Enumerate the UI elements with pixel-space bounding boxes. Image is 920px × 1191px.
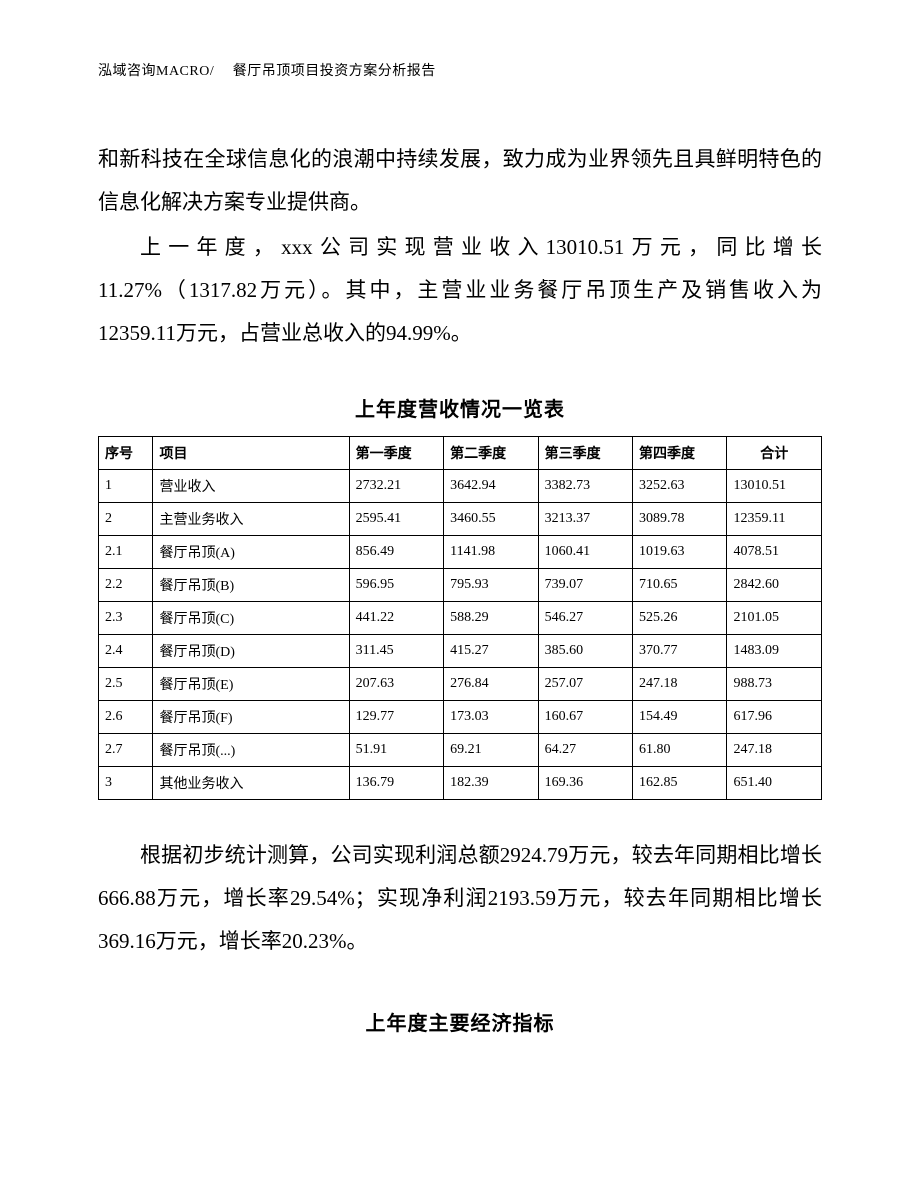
cell: 596.95	[349, 569, 443, 602]
col-total: 合计	[727, 437, 822, 470]
cell: 160.67	[538, 701, 632, 734]
page: 泓域咨询MACRO/ 餐厅吊顶项目投资方案分析报告 和新科技在全球信息化的浪潮中…	[0, 0, 920, 1096]
cell: 182.39	[444, 767, 538, 800]
cell: 385.60	[538, 635, 632, 668]
table-header-row: 序号 项目 第一季度 第二季度 第三季度 第四季度 合计	[99, 437, 822, 470]
cell: 415.27	[444, 635, 538, 668]
cell: 2.6	[99, 701, 153, 734]
cell: 64.27	[538, 734, 632, 767]
cell: 12359.11	[727, 503, 822, 536]
revenue-table-body: 1营业收入2732.213642.943382.733252.6313010.5…	[99, 470, 822, 800]
cell: 3642.94	[444, 470, 538, 503]
col-q1: 第一季度	[349, 437, 443, 470]
cell: 营业收入	[153, 470, 349, 503]
cell: 651.40	[727, 767, 822, 800]
table-row: 1营业收入2732.213642.943382.733252.6313010.5…	[99, 470, 822, 503]
cell: 546.27	[538, 602, 632, 635]
section-title-indicators: 上年度主要经济指标	[98, 1007, 822, 1036]
table-title-revenue: 上年度营收情况一览表	[98, 393, 822, 422]
cell: 69.21	[444, 734, 538, 767]
cell: 988.73	[727, 668, 822, 701]
cell: 2.7	[99, 734, 153, 767]
cell: 2.5	[99, 668, 153, 701]
cell: 51.91	[349, 734, 443, 767]
table-row: 2.2餐厅吊顶(B)596.95795.93739.07710.652842.6…	[99, 569, 822, 602]
cell: 588.29	[444, 602, 538, 635]
cell: 2101.05	[727, 602, 822, 635]
paragraph-1: 和新科技在全球信息化的浪潮中持续发展，致力成为业界领先且具鲜明特色的信息化解决方…	[98, 138, 822, 224]
cell: 311.45	[349, 635, 443, 668]
cell: 餐厅吊顶(...)	[153, 734, 349, 767]
cell: 1483.09	[727, 635, 822, 668]
cell: 13010.51	[727, 470, 822, 503]
cell: 370.77	[633, 635, 727, 668]
cell: 136.79	[349, 767, 443, 800]
cell: 3382.73	[538, 470, 632, 503]
cell: 2	[99, 503, 153, 536]
revenue-table: 序号 项目 第一季度 第二季度 第三季度 第四季度 合计 1营业收入2732.2…	[98, 436, 822, 800]
cell: 3089.78	[633, 503, 727, 536]
cell: 3252.63	[633, 470, 727, 503]
table-row: 3其他业务收入136.79182.39169.36162.85651.40	[99, 767, 822, 800]
col-seq: 序号	[99, 437, 153, 470]
cell: 257.07	[538, 668, 632, 701]
cell: 2842.60	[727, 569, 822, 602]
col-q3: 第三季度	[538, 437, 632, 470]
cell: 2.3	[99, 602, 153, 635]
cell: 617.96	[727, 701, 822, 734]
cell: 129.77	[349, 701, 443, 734]
table-row: 2.5餐厅吊顶(E)207.63276.84257.07247.18988.73	[99, 668, 822, 701]
cell: 餐厅吊顶(F)	[153, 701, 349, 734]
cell: 2595.41	[349, 503, 443, 536]
cell: 2732.21	[349, 470, 443, 503]
cell: 856.49	[349, 536, 443, 569]
cell: 餐厅吊顶(E)	[153, 668, 349, 701]
table-row: 2.1餐厅吊顶(A)856.491141.981060.411019.63407…	[99, 536, 822, 569]
cell: 154.49	[633, 701, 727, 734]
cell: 1060.41	[538, 536, 632, 569]
cell: 2.4	[99, 635, 153, 668]
col-item: 项目	[153, 437, 349, 470]
cell: 276.84	[444, 668, 538, 701]
paragraph-3: 根据初步统计测算，公司实现利润总额2924.79万元，较去年同期相比增长666.…	[98, 834, 822, 963]
cell: 1141.98	[444, 536, 538, 569]
cell: 3460.55	[444, 503, 538, 536]
cell: 1	[99, 470, 153, 503]
cell: 2.1	[99, 536, 153, 569]
cell: 主营业务收入	[153, 503, 349, 536]
cell: 其他业务收入	[153, 767, 349, 800]
cell: 795.93	[444, 569, 538, 602]
table-row: 2主营业务收入2595.413460.553213.373089.7812359…	[99, 503, 822, 536]
cell: 441.22	[349, 602, 443, 635]
cell: 169.36	[538, 767, 632, 800]
cell: 餐厅吊顶(D)	[153, 635, 349, 668]
cell: 247.18	[727, 734, 822, 767]
cell: 162.85	[633, 767, 727, 800]
cell: 1019.63	[633, 536, 727, 569]
cell: 710.65	[633, 569, 727, 602]
cell: 61.80	[633, 734, 727, 767]
table-row: 2.4餐厅吊顶(D)311.45415.27385.60370.771483.0…	[99, 635, 822, 668]
cell: 173.03	[444, 701, 538, 734]
table-row: 2.6餐厅吊顶(F)129.77173.03160.67154.49617.96	[99, 701, 822, 734]
cell: 3213.37	[538, 503, 632, 536]
cell: 4078.51	[727, 536, 822, 569]
cell: 525.26	[633, 602, 727, 635]
cell: 207.63	[349, 668, 443, 701]
table-row: 2.7餐厅吊顶(...)51.9169.2164.2761.80247.18	[99, 734, 822, 767]
cell: 739.07	[538, 569, 632, 602]
cell: 2.2	[99, 569, 153, 602]
cell: 餐厅吊顶(A)	[153, 536, 349, 569]
col-q4: 第四季度	[633, 437, 727, 470]
page-header: 泓域咨询MACRO/ 餐厅吊顶项目投资方案分析报告	[98, 60, 822, 80]
table-row: 2.3餐厅吊顶(C)441.22588.29546.27525.262101.0…	[99, 602, 822, 635]
cell: 3	[99, 767, 153, 800]
cell: 餐厅吊顶(B)	[153, 569, 349, 602]
cell: 247.18	[633, 668, 727, 701]
cell: 餐厅吊顶(C)	[153, 602, 349, 635]
col-q2: 第二季度	[444, 437, 538, 470]
paragraph-2: 上一年度，xxx公司实现营业收入13010.51万元，同比增长11.27%（13…	[98, 226, 822, 355]
